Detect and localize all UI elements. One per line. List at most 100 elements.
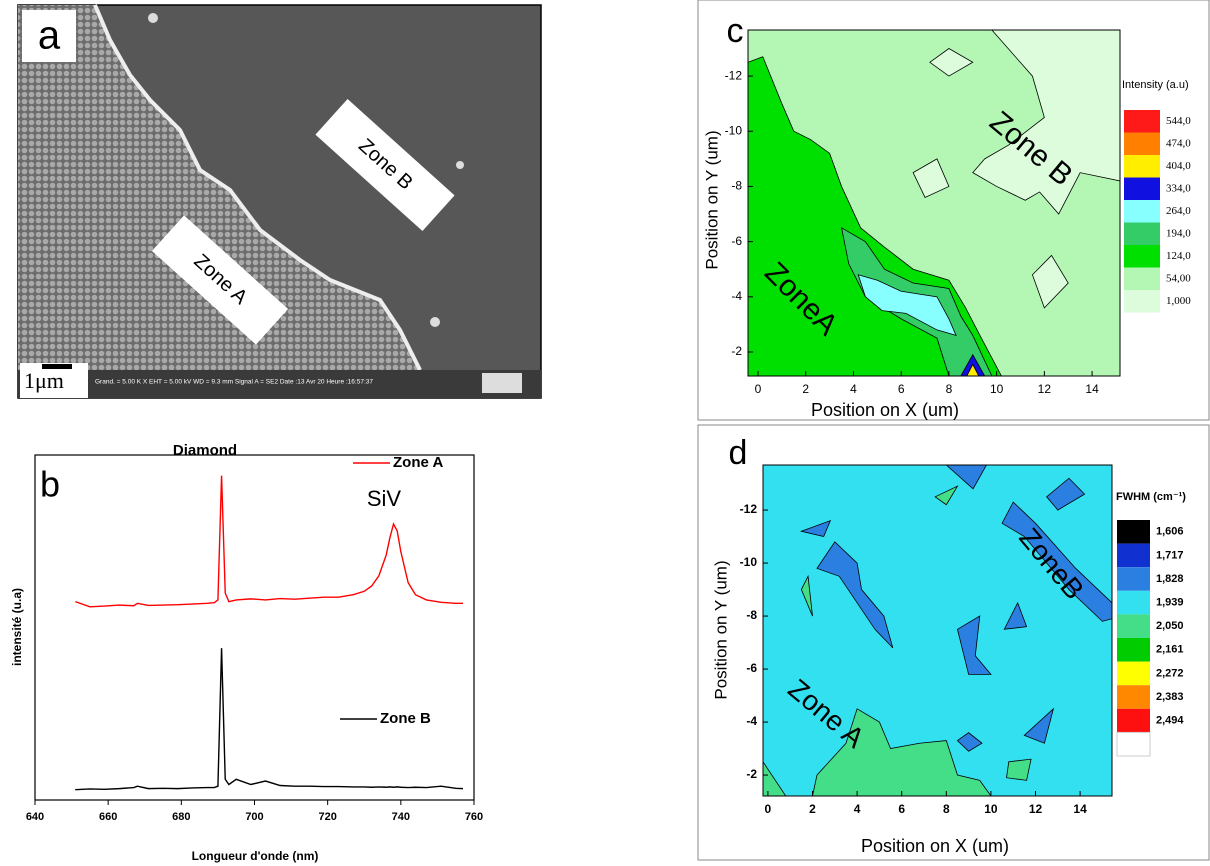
contour-region bbox=[800, 574, 813, 617]
info-bar bbox=[18, 370, 541, 398]
colorbar-swatch bbox=[1124, 245, 1160, 268]
colorbar-swatch bbox=[1117, 543, 1150, 568]
plot-frame bbox=[762, 464, 1113, 797]
y-tick-label: -12 bbox=[725, 68, 743, 82]
colorbar-swatch bbox=[1124, 200, 1160, 223]
contour-region bbox=[1031, 254, 1069, 309]
contour-region bbox=[1006, 758, 1032, 781]
annotation-box bbox=[315, 98, 455, 232]
info-text: Grand. = 5.00 K X EHT = 5.00 kV WD = 9.3… bbox=[95, 379, 373, 386]
colorbar-label: 404,0 bbox=[1166, 160, 1191, 172]
panel-label: d bbox=[729, 434, 748, 472]
annotation-box bbox=[151, 215, 289, 345]
panel-label: a bbox=[38, 14, 61, 58]
colorbar-swatch bbox=[1117, 708, 1150, 733]
x-axis-label: Longueur d'onde (nm) bbox=[192, 849, 319, 863]
colorbar-title: FWHM (cm⁻¹) bbox=[1116, 491, 1186, 503]
panel-label: b bbox=[40, 464, 60, 505]
x-tick-label: 8 bbox=[943, 802, 950, 816]
x-tick-label: 640 bbox=[26, 811, 44, 823]
contour-region bbox=[945, 465, 987, 490]
colorbar-swatch bbox=[1117, 661, 1150, 686]
y-tick-label: -4 bbox=[731, 289, 742, 303]
contour-region bbox=[957, 615, 992, 675]
colorbar-label: 2,161 bbox=[1156, 644, 1184, 656]
x-tick-label: 740 bbox=[392, 811, 410, 823]
contour-plot bbox=[748, 30, 1120, 376]
colorbar-swatch bbox=[1124, 110, 1160, 133]
y-tick-label: -6 bbox=[731, 234, 742, 248]
contour-background bbox=[763, 465, 1112, 796]
x-tick-label: 10 bbox=[990, 382, 1004, 396]
colorbar-label: 334,0 bbox=[1166, 182, 1191, 194]
y-axis-label: Position on Y (um) bbox=[702, 130, 721, 269]
colorbar-swatch bbox=[1124, 177, 1160, 200]
contour-region bbox=[929, 48, 974, 77]
colorbar-swatch bbox=[1124, 155, 1160, 178]
particle bbox=[456, 161, 464, 169]
contour-region bbox=[812, 708, 992, 796]
plot-frame bbox=[747, 29, 1121, 377]
y-tick-label: -10 bbox=[725, 123, 743, 137]
colorbar-swatch bbox=[1124, 222, 1160, 245]
annotation: SiV bbox=[367, 486, 402, 511]
x-tick-label: 0 bbox=[765, 802, 772, 816]
contour-region bbox=[1023, 707, 1055, 744]
colorbar-swatch bbox=[1124, 290, 1160, 313]
colorbar-label: 1,606 bbox=[1156, 526, 1184, 538]
x-tick-label: 8 bbox=[946, 382, 953, 396]
x-tick-label: 12 bbox=[1029, 802, 1043, 816]
y-tick-label: -10 bbox=[740, 555, 758, 569]
zone-edge bbox=[93, 4, 422, 371]
colorbar-swatch bbox=[1117, 638, 1150, 662]
y-axis-label: intensité (u.a) bbox=[10, 588, 24, 666]
x-axis-label: Position on X (um) bbox=[861, 836, 1009, 856]
particle bbox=[148, 13, 158, 23]
colorbar-swatch bbox=[1124, 132, 1160, 155]
contour-plot bbox=[763, 465, 1112, 796]
contour-region bbox=[1001, 501, 1112, 622]
y-tick-label: -6 bbox=[746, 661, 757, 675]
legend-label: Zone B bbox=[380, 710, 431, 727]
contour-region bbox=[912, 158, 950, 199]
x-tick-label: 12 bbox=[1038, 382, 1052, 396]
colorbar-label: 1,828 bbox=[1156, 573, 1184, 585]
colorbar-label: 54,00 bbox=[1166, 272, 1191, 284]
chart-title: Diamond bbox=[173, 442, 237, 459]
contour-region bbox=[972, 30, 1120, 215]
colorbar-title: Intensity (a.u) bbox=[1122, 79, 1189, 91]
contour-region bbox=[934, 485, 959, 506]
colorbar-swatch bbox=[1116, 731, 1151, 757]
colorbar-swatch bbox=[1124, 267, 1160, 290]
contour-region bbox=[799, 519, 832, 538]
logo bbox=[482, 373, 522, 393]
x-tick-label: 700 bbox=[245, 811, 263, 823]
y-tick-label: -2 bbox=[746, 767, 757, 781]
contour-region bbox=[857, 274, 957, 337]
contour-region bbox=[966, 363, 980, 376]
colorbar-label: 544,0 bbox=[1166, 115, 1191, 127]
colorbar-swatch bbox=[1117, 590, 1150, 615]
colorbar-label: 2,494 bbox=[1156, 715, 1184, 727]
contour-region bbox=[956, 732, 983, 752]
colorbar-swatch bbox=[1117, 520, 1150, 544]
sem-image: Grand. = 5.00 K X EHT = 5.00 kV WD = 9.3… bbox=[17, 4, 542, 399]
x-axis-label: Position on X (um) bbox=[811, 400, 959, 420]
x-tick-label: 760 bbox=[465, 811, 483, 823]
panel-label: c bbox=[727, 12, 744, 50]
x-tick-label: 2 bbox=[809, 802, 816, 816]
x-tick-label: 680 bbox=[172, 811, 190, 823]
colorbar-swatch bbox=[1117, 567, 1150, 591]
plot-frame bbox=[34, 454, 475, 801]
contour-region bbox=[1046, 477, 1086, 511]
colorbar-label: 2,272 bbox=[1156, 667, 1184, 679]
x-tick-label: 6 bbox=[898, 802, 905, 816]
x-tick-label: 14 bbox=[1085, 382, 1099, 396]
colorbar-label: 264,0 bbox=[1166, 205, 1191, 217]
colorbar-label: 194,0 bbox=[1166, 227, 1191, 239]
colorbar-label: 2,383 bbox=[1156, 691, 1184, 703]
zone-a-texture bbox=[18, 5, 420, 370]
colorbar-label: 1,000 bbox=[1166, 295, 1191, 307]
